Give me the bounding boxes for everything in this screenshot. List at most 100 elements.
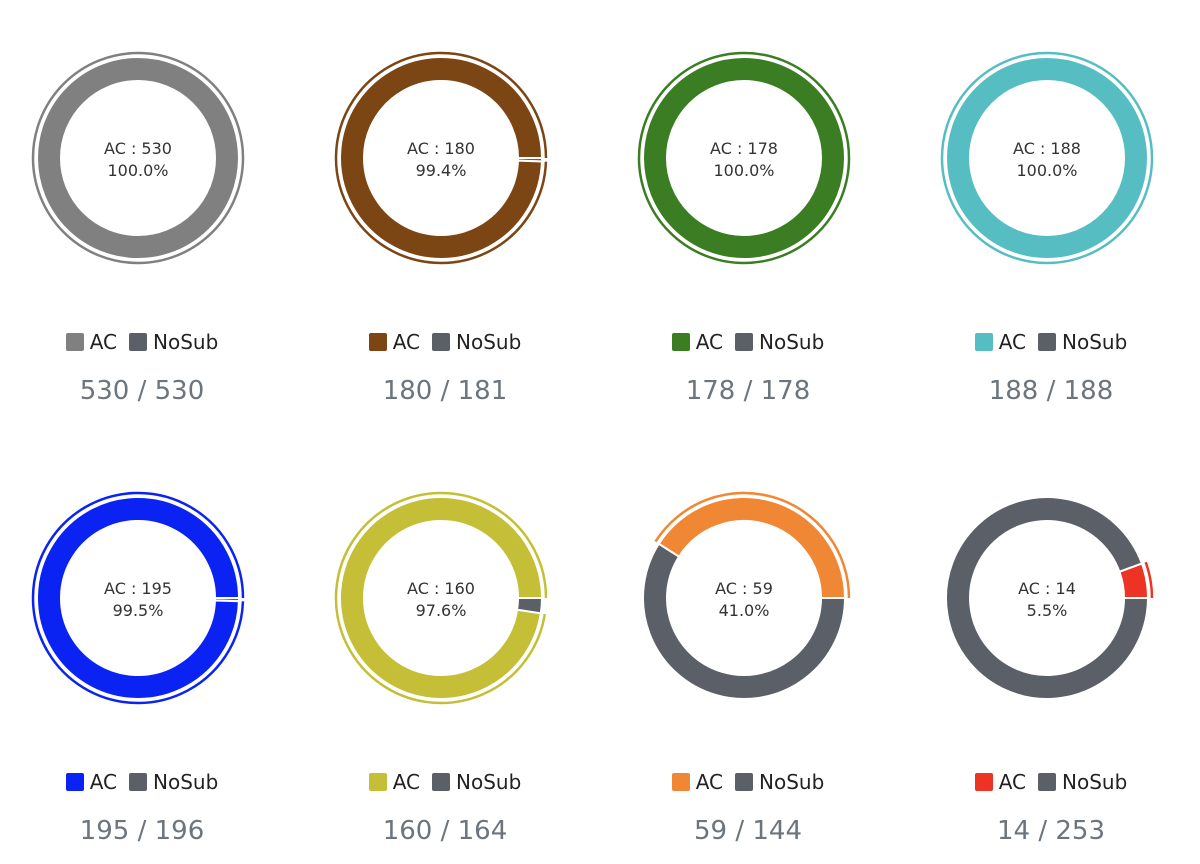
center-percent-label: 99.4% [416, 161, 467, 180]
chart-legend: AC NoSub [917, 770, 1185, 794]
center-percent-label: 41.0% [719, 601, 770, 620]
legend-item-nosub[interactable]: NoSub [735, 770, 824, 794]
ac-ratio-label: 180 / 181 [382, 376, 508, 406]
legend-swatch [368, 333, 387, 351]
ac-ratio-label: 14 / 253 [997, 816, 1105, 846]
legend-label: NoSub [456, 330, 522, 354]
legend-item-nosub[interactable]: NoSub [1038, 330, 1127, 354]
ac-ratio-label: 188 / 188 [988, 376, 1114, 406]
center-count-label: AC : 195 [104, 579, 172, 598]
legend-item-nosub[interactable]: NoSub [432, 330, 521, 354]
donut-chart: AC : 530 100.0% [31, 51, 245, 265]
legend-swatch [735, 333, 754, 351]
legend-label: NoSub [153, 330, 219, 354]
legend-label: NoSub [1062, 770, 1128, 794]
legend-item-nosub[interactable]: NoSub [1038, 770, 1127, 794]
legend-label: NoSub [1062, 330, 1128, 354]
donut-chart: AC : 59 41.0% [642, 491, 851, 700]
center-count-label: AC : 14 [1018, 579, 1076, 598]
ac-slice-highlight [31, 51, 245, 265]
legend-item-nosub[interactable]: NoSub [432, 770, 521, 794]
chart-legend: AC NoSub [311, 770, 579, 794]
nosub-slice[interactable] [945, 496, 1150, 700]
ac-ratio-label: 160 / 164 [382, 816, 508, 846]
center-count-label: AC : 180 [407, 139, 475, 158]
donut-chart: AC : 178 100.0% [637, 51, 851, 265]
ac-slice[interactable] [35, 56, 240, 260]
ac-ratio-label: 59 / 144 [694, 816, 802, 846]
donut-chart-card: AC : 14 5.5% AC NoSub 14 / 253 [917, 462, 1200, 864]
legend-item-ac[interactable]: AC [974, 330, 1027, 354]
donut-chart-card: AC : 178 100.0% AC NoSub 178 / 178 [614, 22, 914, 442]
ac-slice[interactable] [657, 496, 847, 599]
legend-item-ac[interactable]: AC [65, 770, 118, 794]
donut-chart: AC : 160 97.6% [334, 491, 548, 705]
legend-label: AC [695, 330, 724, 354]
legend-item-nosub[interactable]: NoSub [735, 330, 824, 354]
center-percent-label: 100.0% [713, 161, 774, 180]
donut-chart-card: AC : 188 100.0% AC NoSub 188 / 188 [917, 22, 1200, 442]
legend-item-ac[interactable]: AC [671, 330, 724, 354]
donut-chart: AC : 14 5.5% [945, 496, 1154, 700]
legend-item-nosub[interactable]: NoSub [129, 330, 218, 354]
center-count-label: AC : 530 [104, 139, 172, 158]
legend-swatch [65, 333, 84, 351]
center-count-label: AC : 59 [715, 579, 773, 598]
legend-label: AC [998, 770, 1027, 794]
chart-legend: AC NoSub [311, 330, 579, 354]
legend-item-nosub[interactable]: NoSub [129, 770, 218, 794]
legend-label: NoSub [456, 770, 522, 794]
ac-ratio-label: 178 / 178 [685, 376, 811, 406]
legend-item-ac[interactable]: AC [65, 330, 118, 354]
donut-chart: AC : 180 99.4% [334, 51, 548, 265]
nosub-slice[interactable] [642, 542, 847, 700]
legend-swatch [1038, 333, 1057, 351]
legend-swatch [65, 773, 84, 791]
ac-slice-highlight [654, 491, 851, 599]
donut-chart-card: AC : 530 100.0% AC NoSub 530 / 530 [8, 22, 308, 442]
ac-slice[interactable] [36, 496, 241, 700]
legend-swatch [129, 333, 148, 351]
legend-item-ac[interactable]: AC [974, 770, 1027, 794]
ac-slice[interactable] [641, 56, 846, 260]
chart-legend: AC NoSub [614, 770, 882, 794]
ac-slice[interactable] [1118, 562, 1150, 599]
chart-legend: AC NoSub [917, 330, 1185, 354]
center-count-label: AC : 188 [1013, 139, 1081, 158]
legend-label: AC [89, 330, 118, 354]
donut-chart: AC : 195 99.5% [31, 491, 245, 705]
legend-label: AC [89, 770, 118, 794]
legend-swatch [129, 773, 148, 791]
legend-label: AC [998, 330, 1027, 354]
legend-swatch [671, 333, 690, 351]
chart-legend: AC NoSub [8, 770, 276, 794]
center-count-label: AC : 160 [407, 579, 475, 598]
legend-swatch [368, 773, 387, 791]
ac-slice-highlight [31, 491, 245, 705]
ac-slice[interactable] [944, 56, 1149, 260]
center-percent-label: 5.5% [1027, 601, 1068, 620]
donut-chart-card: AC : 160 97.6% AC NoSub 160 / 164 [311, 462, 611, 864]
donut-chart: AC : 188 100.0% [940, 51, 1154, 265]
chart-legend: AC NoSub [8, 330, 276, 354]
ac-slice-highlight [940, 51, 1154, 265]
legend-swatch [432, 333, 451, 351]
ac-slice-highlight [334, 51, 548, 265]
legend-item-ac[interactable]: AC [671, 770, 724, 794]
center-percent-label: 99.5% [113, 601, 164, 620]
legend-item-ac[interactable]: AC [368, 770, 420, 794]
chart-legend: AC NoSub [614, 330, 882, 354]
donut-chart-card: AC : 180 99.4% AC NoSub 180 / 181 [311, 22, 611, 442]
legend-swatch [671, 773, 690, 791]
center-percent-label: 100.0% [107, 161, 168, 180]
legend-label: NoSub [759, 330, 825, 354]
center-percent-label: 100.0% [1016, 161, 1077, 180]
center-percent-label: 97.6% [416, 601, 467, 620]
ac-slice[interactable] [339, 495, 544, 700]
legend-label: AC [392, 330, 421, 354]
ac-slice-highlight [334, 491, 548, 705]
ac-slice[interactable] [339, 55, 544, 260]
legend-item-ac[interactable]: AC [368, 330, 421, 354]
legend-label: AC [695, 770, 724, 794]
ac-ratio-label: 195 / 196 [79, 816, 205, 846]
